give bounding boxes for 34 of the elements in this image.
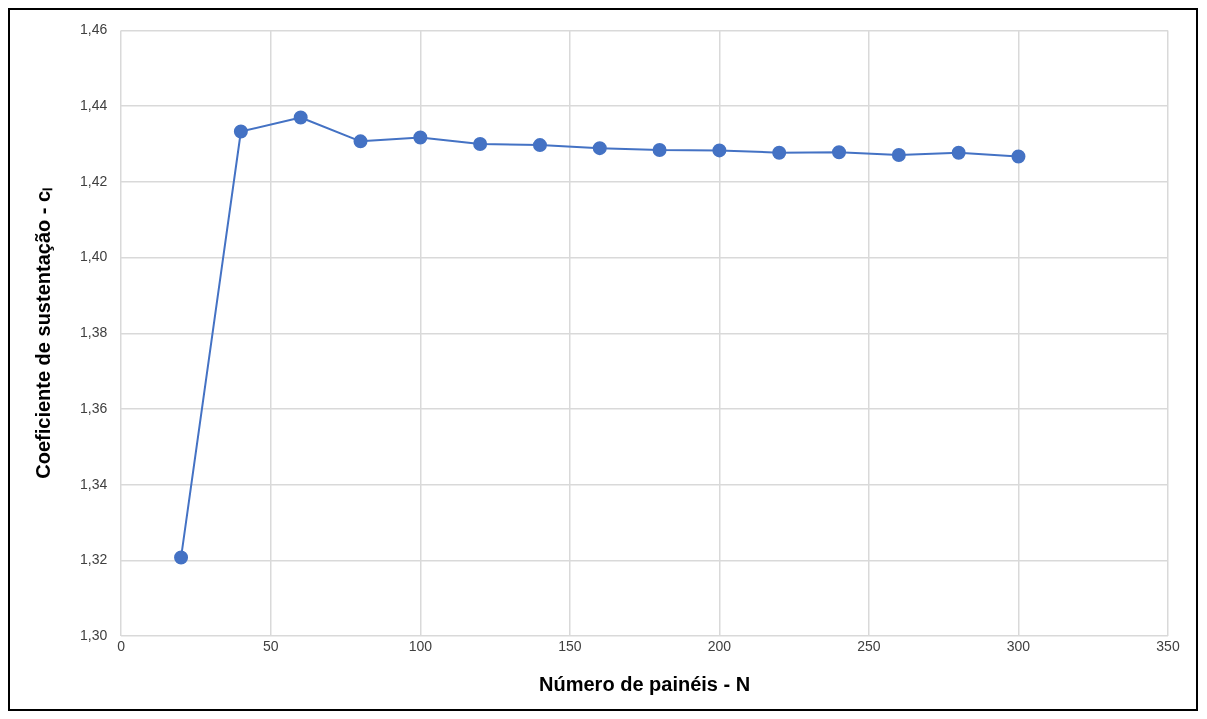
y-tick-label: 1,40: [80, 248, 108, 265]
x-tick-label: 150: [558, 638, 582, 655]
point: [293, 110, 308, 125]
point: [832, 145, 847, 160]
x-tick-label: 100: [408, 638, 433, 655]
y-tick-label: 1,36: [80, 399, 108, 416]
point: [891, 147, 906, 162]
x-tick-label: 300: [1006, 638, 1031, 655]
point: [772, 145, 787, 160]
x-tick-label: 50: [262, 638, 279, 655]
y-axis-title: Coeficiente de sustentação - cₗ: [31, 187, 54, 479]
point: [353, 134, 368, 149]
y-tick-label: 1,30: [80, 627, 108, 644]
point: [413, 130, 428, 145]
point: [174, 550, 189, 565]
x-tick-label: 200: [707, 638, 732, 655]
point: [712, 143, 727, 158]
y-tick-label: 1,46: [80, 21, 108, 38]
point: [1011, 149, 1026, 164]
point: [233, 124, 248, 139]
y-tick-label: 1,42: [80, 172, 108, 189]
point: [532, 138, 547, 153]
point: [473, 136, 488, 151]
point: [592, 141, 607, 156]
y-tick-label: 1,38: [80, 324, 108, 341]
x-tick-label: 250: [857, 638, 881, 655]
x-tick-label: 0: [117, 638, 126, 655]
x-axis-title: Número de painéis - N: [539, 672, 751, 695]
x-tick-label: 350: [1156, 638, 1180, 655]
point: [951, 145, 966, 160]
y-tick-label: 1,34: [80, 475, 108, 492]
y-tick-label: 1,44: [80, 96, 108, 113]
point: [652, 143, 667, 158]
y-tick-label: 1,32: [80, 551, 108, 568]
